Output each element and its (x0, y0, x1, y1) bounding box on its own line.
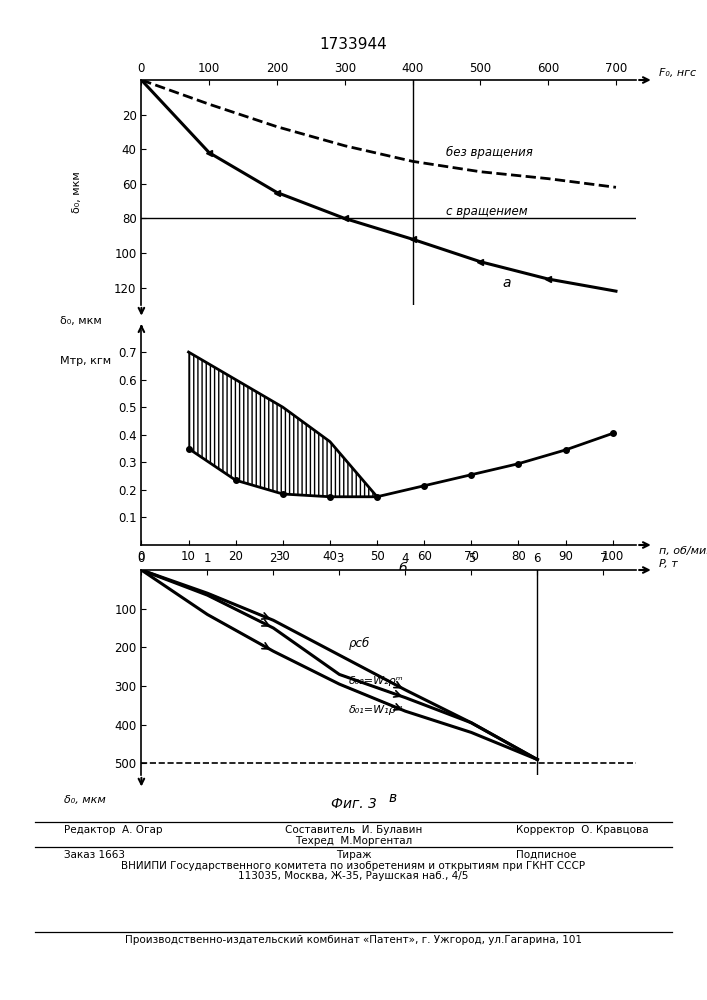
Text: a: a (503, 276, 511, 290)
Text: δ₀, мкм: δ₀, мкм (72, 172, 82, 213)
Text: δ₀₂=W₂ρᵐ: δ₀₂=W₂ρᵐ (349, 676, 404, 686)
Text: δ₀, мкм: δ₀, мкм (59, 316, 102, 326)
Text: 113035, Москва, Ж-35, Раушская наб., 4/5: 113035, Москва, Ж-35, Раушская наб., 4/5 (238, 871, 469, 881)
Text: 1733944: 1733944 (320, 37, 387, 52)
Text: Mтр, кгм: Mтр, кгм (59, 356, 111, 366)
Text: P, т: P, т (658, 559, 677, 569)
Text: Составитель  И. Булавин: Составитель И. Булавин (285, 825, 422, 835)
Text: ρсб: ρсб (349, 637, 370, 650)
Text: Производственно-издательский комбинат «Патент», г. Ужгород, ул.Гагарина, 101: Производственно-издательский комбинат «П… (125, 935, 582, 945)
Text: δ₀₁=W₁ρᵐ: δ₀₁=W₁ρᵐ (349, 705, 404, 715)
Text: F₀, нгс: F₀, нгс (658, 68, 696, 78)
Text: Подписное: Подписное (516, 850, 576, 860)
Text: Техред  М.Моргентал: Техред М.Моргентал (295, 836, 412, 846)
Text: в: в (389, 791, 397, 805)
Text: δ₀, мкм: δ₀, мкм (64, 796, 105, 806)
Text: Заказ 1663: Заказ 1663 (64, 850, 124, 860)
Text: без вращения: без вращения (447, 146, 533, 159)
Text: Фиг. 3: Фиг. 3 (331, 797, 376, 811)
Text: Тираж: Тираж (336, 850, 371, 860)
Text: Корректор  О. Кравцова: Корректор О. Кравцова (516, 825, 649, 835)
Text: ВНИИПИ Государственного комитета по изобретениям и открытиям при ГКНТ СССР: ВНИИПИ Государственного комитета по изоб… (122, 861, 585, 871)
Text: б: б (399, 562, 407, 576)
Text: п, об/мин: п, об/мин (658, 546, 707, 556)
Text: с вращением: с вращением (447, 205, 528, 218)
Text: Редактор  А. Огар: Редактор А. Огар (64, 825, 162, 835)
